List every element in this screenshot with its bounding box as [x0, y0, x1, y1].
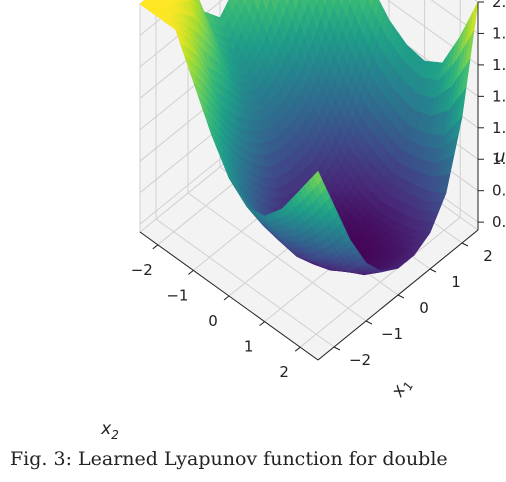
x1-axis-label: x1	[387, 375, 416, 402]
x2-tick-label: 1	[244, 338, 254, 356]
x2-tick-label: 0	[208, 312, 218, 330]
x1-tick-label: 0	[419, 299, 429, 317]
x1-tick-mark	[333, 346, 341, 351]
figure-caption: Fig. 3: Learned Lyapunov function for do…	[10, 448, 448, 470]
u-axis-label: u	[495, 147, 506, 167]
x2-tick-mark	[188, 270, 194, 275]
x2-tick-mark	[294, 346, 301, 352]
x1-tick-label: −2	[349, 351, 371, 369]
grid-line-x1	[155, 218, 335, 348]
surface-mesh	[139, 0, 479, 276]
u-tick-label: 1.6	[492, 56, 506, 74]
x2-tick-mark	[152, 244, 159, 250]
x1-tick-mark	[461, 242, 469, 247]
tick-labels: −2 −1 0 1 2 −2 −1 0 1 2 0.6 0.8 1.0 1.2 1.4 1.6 1.8 2.0	[131, 0, 506, 381]
u-tick-label: 2.0	[492, 0, 506, 11]
surface-patch	[314, 0, 319, 6]
x2-tick-label: −2	[131, 261, 153, 279]
x2-axis-label-subscript: 2	[111, 428, 119, 442]
x1-tick-label: 2	[483, 247, 493, 265]
x2-tick-mark	[259, 321, 265, 326]
u-tick-label: 1.0	[492, 150, 506, 168]
x1-tick-mark	[429, 268, 437, 273]
u-tick-label: 0.8	[492, 182, 506, 200]
x1-tick-label: 1	[451, 273, 461, 291]
surface-patch	[313, 170, 323, 186]
x1-tick-mark	[397, 294, 405, 299]
x2-tick-mark	[223, 295, 230, 301]
x2-tick-label: 2	[279, 363, 289, 381]
x2-axis-label: x2	[100, 419, 119, 442]
u-tick-label: 0.6	[492, 213, 506, 231]
x2-tick-label: −1	[166, 286, 188, 304]
u-tick-label: 1.2	[492, 119, 506, 137]
x1-tick-label: −1	[381, 325, 403, 343]
u-tick-label: 1.4	[492, 87, 506, 105]
u-tick-label: 1.8	[492, 24, 506, 42]
grid-line-x1	[187, 192, 367, 322]
x1-tick-mark	[365, 320, 373, 325]
